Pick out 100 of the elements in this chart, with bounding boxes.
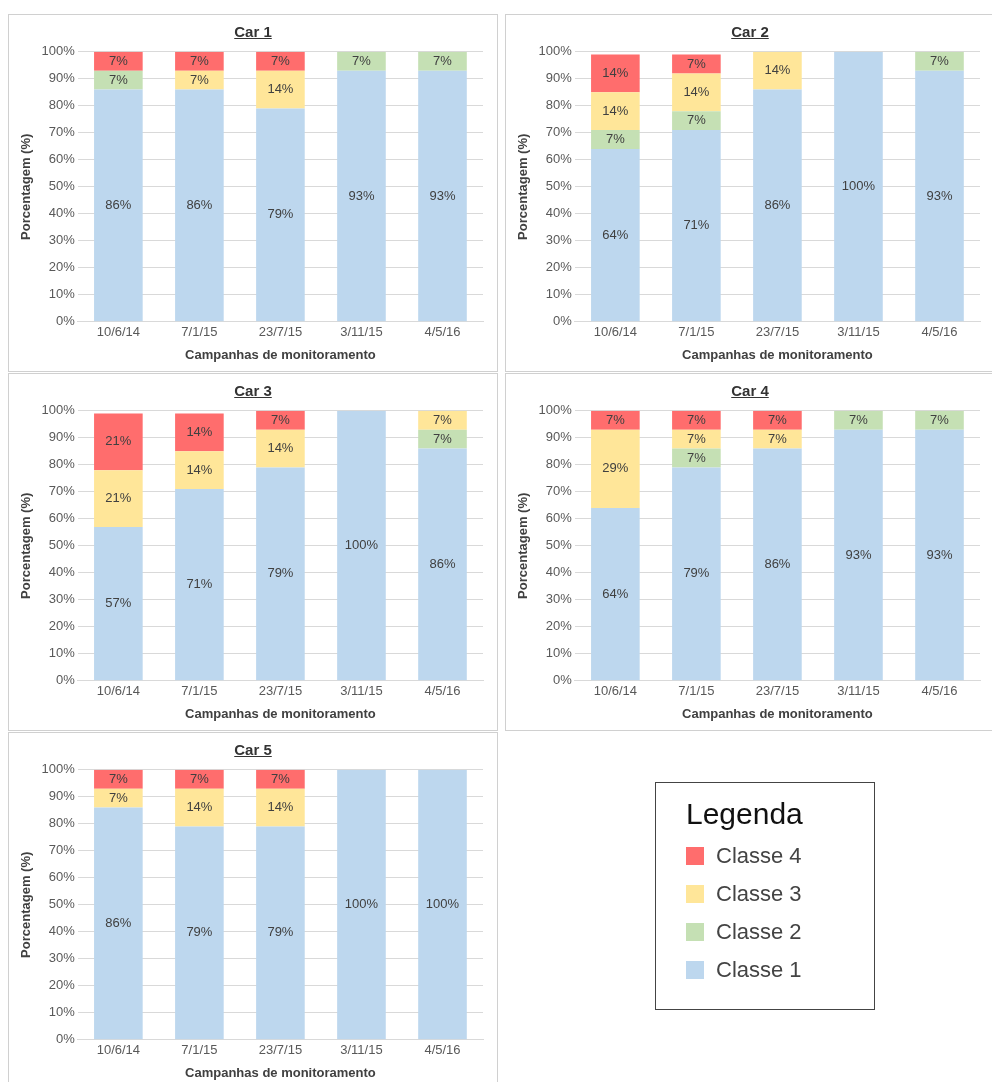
bar — [256, 769, 305, 789]
bar — [418, 769, 467, 1040]
x-tick-label: 10/6/14 — [96, 1042, 141, 1058]
bar — [591, 130, 640, 149]
x-tick-label: 7/1/15 — [181, 1042, 218, 1058]
y-tick-label: 30% — [48, 232, 76, 248]
data-label: 7% — [687, 411, 707, 427]
bar — [418, 410, 467, 430]
y-tick-label: 70% — [48, 483, 76, 499]
x-tick-label: 23/7/15 — [258, 324, 303, 340]
y-tick-label: 100% — [41, 402, 76, 418]
bar — [337, 769, 386, 1040]
bar — [94, 769, 143, 789]
bar — [672, 448, 721, 468]
data-label: 71% — [186, 576, 213, 592]
bar — [175, 489, 224, 681]
y-tick-label: 100% — [538, 43, 573, 59]
bar — [256, 467, 305, 681]
data-label: 71% — [683, 217, 710, 233]
y-tick-label: 80% — [48, 815, 76, 831]
bar — [256, 410, 305, 430]
x-tick-label: 3/11/15 — [340, 1042, 383, 1058]
data-label: 14% — [267, 440, 294, 456]
data-label: 7% — [190, 770, 210, 786]
x-tick-label: 3/11/15 — [837, 683, 880, 699]
x-tick-label: 7/1/15 — [181, 324, 218, 340]
y-tick-label: 50% — [545, 537, 573, 553]
bar — [175, 413, 224, 452]
y-tick-label: 30% — [48, 591, 76, 607]
y-tick-label: 20% — [48, 977, 76, 993]
bar — [591, 149, 640, 322]
data-label: 14% — [267, 799, 294, 815]
y-tick-label: 70% — [545, 483, 573, 499]
bar — [418, 429, 467, 449]
x-tick-label: 4/5/16 — [424, 683, 461, 699]
y-tick-label: 0% — [56, 1031, 76, 1047]
y-tick-label: 0% — [553, 672, 573, 688]
bar — [591, 92, 640, 131]
bar — [94, 89, 143, 322]
x-tick-label: 23/7/15 — [258, 1042, 303, 1058]
data-label: 21% — [105, 490, 132, 506]
x-tick-label: 10/6/14 — [593, 324, 638, 340]
bar — [256, 51, 305, 71]
x-tick-label: 4/5/16 — [424, 1042, 461, 1058]
bar — [256, 826, 305, 1040]
data-label: 7% — [768, 430, 788, 446]
y-axis-title: Porcentagem (%) — [18, 851, 34, 958]
bar — [672, 73, 721, 112]
bar — [753, 410, 802, 430]
y-tick-label: 10% — [48, 286, 76, 302]
bar — [418, 70, 467, 322]
bar — [256, 788, 305, 827]
data-label: 7% — [687, 112, 707, 128]
bar — [672, 111, 721, 131]
data-label: 79% — [267, 206, 294, 222]
bar — [834, 51, 883, 322]
data-label: 7% — [352, 52, 372, 68]
data-label: 93% — [429, 187, 456, 203]
data-label: 7% — [433, 411, 453, 427]
x-axis-title: Campanhas de monitoramento — [185, 705, 376, 721]
x-axis-title: Campanhas de monitoramento — [185, 346, 376, 362]
bar — [256, 429, 305, 468]
y-tick-label: 40% — [48, 564, 76, 580]
data-label: 7% — [108, 770, 129, 786]
chart-title: Car 4 — [730, 382, 770, 400]
x-tick-label: 23/7/15 — [258, 683, 303, 699]
legend-label: Classe 2 — [716, 919, 802, 945]
data-label: 57% — [105, 595, 132, 611]
data-label: 7% — [108, 71, 129, 87]
data-label: 14% — [602, 64, 629, 80]
data-label: 7% — [108, 789, 129, 805]
data-label: 86% — [105, 915, 132, 931]
data-label: 100% — [841, 178, 876, 194]
x-axis-title: Campanhas de monitoramento — [185, 1064, 376, 1080]
data-label: 14% — [186, 423, 213, 439]
data-label: 93% — [926, 187, 953, 203]
y-tick-label: 60% — [48, 151, 76, 167]
bar — [337, 51, 386, 71]
bar — [175, 826, 224, 1040]
bar — [175, 51, 224, 71]
y-tick-label: 30% — [545, 591, 573, 607]
data-label: 100% — [344, 896, 379, 912]
y-tick-label: 20% — [545, 259, 573, 275]
bar — [672, 467, 721, 681]
y-tick-label: 0% — [56, 672, 76, 688]
data-label: 64% — [602, 226, 629, 242]
y-tick-label: 40% — [545, 564, 573, 580]
y-tick-label: 90% — [545, 70, 573, 86]
bar — [591, 429, 640, 508]
bar — [915, 410, 964, 430]
bar — [418, 51, 467, 71]
x-tick-label: 23/7/15 — [755, 324, 800, 340]
y-tick-label: 60% — [48, 869, 76, 885]
y-tick-label: 10% — [48, 1004, 76, 1020]
data-label: 100% — [425, 896, 460, 912]
y-tick-label: 10% — [545, 645, 573, 661]
x-tick-label: 7/1/15 — [678, 324, 715, 340]
data-label: 7% — [687, 430, 707, 446]
bar — [591, 54, 640, 93]
y-tick-label: 100% — [41, 43, 76, 59]
